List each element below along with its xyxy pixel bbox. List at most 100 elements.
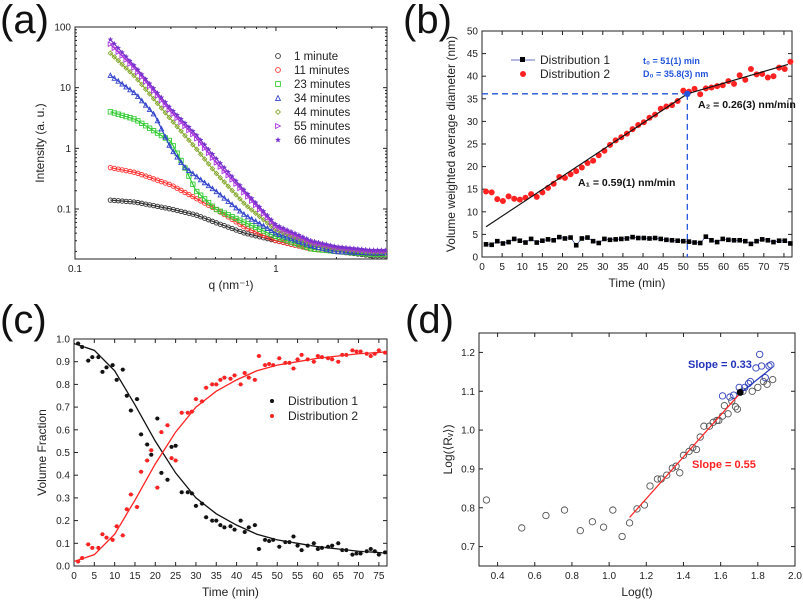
data-point [155,416,160,421]
y-tick-label: 35 [467,94,479,105]
data-point [213,159,220,166]
data-point [759,377,768,386]
data-point [111,40,118,47]
data-point-distribution-1 [506,239,511,245]
data-point [330,357,335,362]
data-point-distribution-1 [635,235,641,241]
data-point [154,89,161,96]
slope-label-0-55: Slope = 0.55 [692,459,756,471]
data-point [271,363,276,368]
data-point [330,543,335,548]
y-axis-label: Intensity (a. u.) [33,103,47,182]
data-point-distribution-2 [516,196,523,203]
y-tick-label: 1.2 [461,348,475,359]
data-point-distribution-2 [781,65,788,72]
data-point [633,505,641,513]
data-point-distribution-1 [489,242,494,248]
data-point [182,132,188,139]
data-point [190,131,197,138]
data-point [150,85,157,91]
data-point [142,75,149,82]
data-point-distribution-1 [500,241,506,246]
data-point [358,245,365,252]
data-point [618,532,626,541]
data-point [763,380,771,388]
data-point [96,355,101,360]
legend-marker [520,57,525,62]
data-point [264,215,271,222]
y-tick-label: 1.0 [461,426,475,437]
data-point [104,365,109,370]
data-point [260,208,267,214]
series-66-minutes [107,36,387,253]
x-tick-label: 0.6 [528,571,542,582]
data-point [676,469,684,477]
data-point [364,351,369,356]
data-point-distribution-1 [765,237,771,243]
data-point [135,397,140,402]
data-point [276,231,283,237]
data-point [291,366,296,371]
y-tick-label: 30 [467,117,479,128]
x-axis-label: q (nm⁻¹) [209,278,254,292]
data-point [720,401,729,410]
data-point-distribution-2 [742,76,749,83]
data-point [134,66,141,73]
plot-frame [478,332,796,567]
x-tick-label: 50 [272,571,284,582]
legend-marker [275,67,281,73]
data-point [80,556,85,561]
data-point [166,106,173,113]
data-point [193,173,200,180]
data-point-distribution-1 [540,238,545,244]
data-point-distribution-1 [692,240,697,245]
data-point [205,161,212,167]
data-point [170,107,177,114]
data-point [679,451,688,459]
data-point-distribution-1 [641,235,647,241]
data-point-distribution-2 [590,157,597,164]
data-point-distribution-1 [675,238,680,244]
data-point-distribution-1 [602,236,607,242]
data-point [672,462,680,470]
data-point-distribution-1 [585,235,590,240]
data-point [115,49,122,56]
data-point [315,244,322,250]
data-point [237,196,243,202]
data-point-distribution-2 [494,196,501,203]
data-point [127,60,134,67]
x-tick-label: 0.8 [565,571,579,582]
data-point [311,238,318,245]
data-point [119,80,126,87]
data-point [233,204,239,211]
data-point [182,163,188,170]
y-tick-label: 0.2 [56,516,70,527]
data-point [272,220,279,227]
data-point-distribution-2 [764,74,771,81]
data-point [221,168,228,175]
data-point [685,447,693,456]
data-point [267,539,272,544]
data-point [174,111,181,118]
data-point [354,349,359,354]
data-point [292,230,298,236]
data-point-distribution-2 [578,164,585,171]
data-point [336,359,341,364]
data-point [190,141,196,148]
data-point [213,188,220,195]
data-point [323,245,330,252]
data-point [350,248,357,255]
x-tick-label: 60 [718,262,730,273]
legend-marker [520,71,526,77]
data-point [198,192,204,198]
data-point [86,542,91,547]
data-point [134,93,141,99]
data-point [131,64,138,71]
y-tick-label: 1.1 [461,387,475,398]
data-point [311,243,318,249]
data-point [174,185,180,191]
data-point-distribution-1 [534,240,540,245]
data-point [588,518,597,526]
y-axis-label: Volume Fraction [35,409,49,496]
data-point [339,244,346,250]
